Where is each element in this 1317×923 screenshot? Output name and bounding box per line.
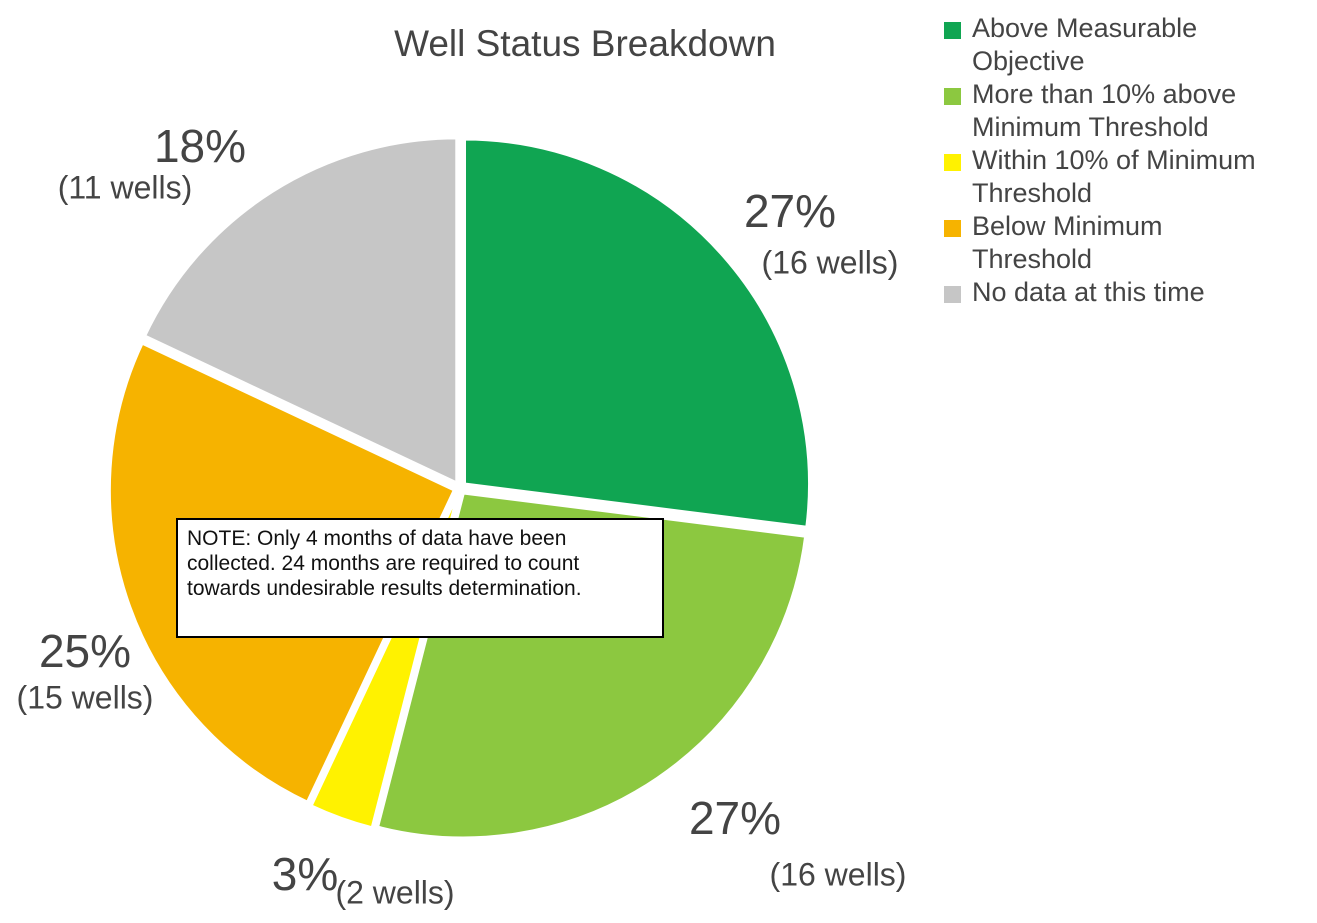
legend-label: Below Minimum Threshold (972, 211, 1163, 274)
value-label: 27% (689, 792, 781, 844)
legend-swatch (944, 286, 961, 303)
legend-label: No data at this time (972, 277, 1205, 307)
annotation: NOTE: Only 4 months of data have been co… (176, 518, 664, 638)
legend-item: Within 10% of Minimum Threshold (940, 144, 1280, 210)
pie-slice (463, 137, 811, 529)
pie-slice (142, 136, 459, 486)
value-label: 18% (154, 120, 246, 172)
legend-label: Above Measurable Objective (972, 13, 1198, 76)
legend-item: No data at this time (940, 276, 1280, 309)
value-label: 3% (272, 848, 338, 900)
legend-label: More than 10% above Minimum Threshold (972, 79, 1237, 142)
value-label: 25% (39, 625, 131, 677)
legend-item: Below Minimum Threshold (940, 210, 1280, 276)
well-label: (15 wells) (17, 679, 154, 715)
chart-title: Well Status Breakdown (394, 23, 776, 64)
legend-swatch (944, 88, 961, 105)
well-label: (2 wells) (335, 874, 454, 910)
legend-label: Within 10% of Minimum Threshold (972, 145, 1256, 208)
legend-swatch (944, 22, 961, 39)
well-label: (11 wells) (58, 169, 193, 205)
well-label: (16 wells) (770, 856, 907, 892)
value-label: 27% (744, 185, 836, 237)
legend: Above Measurable Objective More than 10% … (940, 12, 1280, 309)
legend-swatch (944, 154, 961, 171)
legend-item: More than 10% above Minimum Threshold (940, 78, 1280, 144)
well-label: (16 wells) (762, 244, 899, 280)
legend-item: Above Measurable Objective (940, 12, 1280, 78)
legend-swatch (944, 220, 961, 237)
